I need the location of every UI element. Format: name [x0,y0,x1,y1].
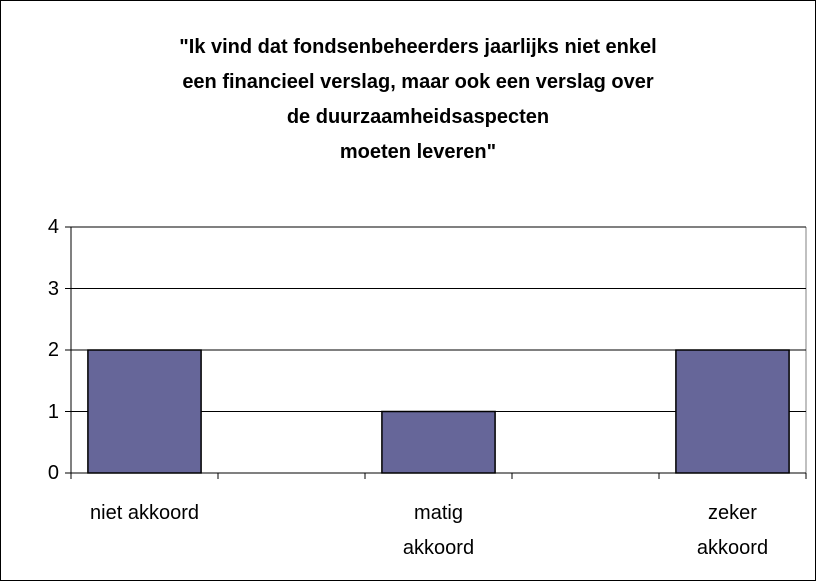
y-tick-label: 4 [47,216,59,238]
bar [381,410,496,474]
x-tick-label: zeker akkoord [696,502,769,559]
bar [87,349,202,474]
y-tick-label: 3 [47,277,59,300]
y-tick-label: 0 [47,462,59,484]
bar [675,349,790,474]
y-tick-label: 2 [47,339,59,361]
y-tick-label: 1 [47,400,59,423]
x-tick-label: niet akkoord [90,502,199,524]
chart-title: "Ik vind dat fondsenbeheerders jaarlijks… [179,36,657,163]
x-tick-label: matig akkoord [402,502,475,559]
